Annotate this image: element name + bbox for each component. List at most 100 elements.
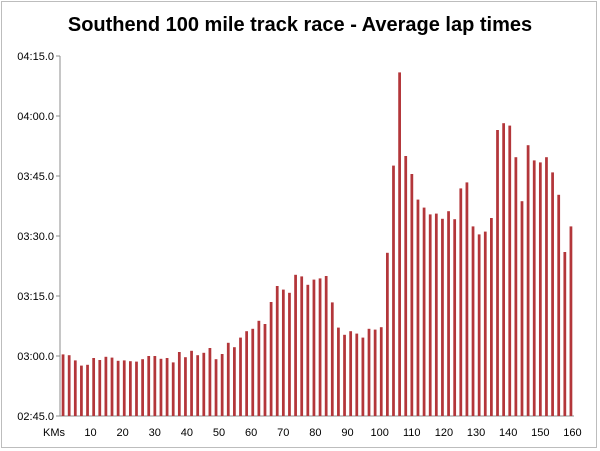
bar <box>367 328 371 416</box>
bar <box>153 356 157 416</box>
bar <box>208 348 212 416</box>
bar <box>281 289 285 416</box>
x-tick-label: 40 <box>181 427 193 439</box>
bar <box>465 182 469 416</box>
x-ticks: KMs 10 20 30 40 50 60 70 80 90 100 110 120 130 140 150 1… <box>43 427 582 439</box>
x-tick-label: 140 <box>499 427 517 439</box>
x-tick-label: 100 <box>370 427 388 439</box>
bar <box>141 359 144 416</box>
bar <box>538 162 542 416</box>
bar <box>471 226 475 416</box>
bar <box>80 365 83 416</box>
bar <box>551 172 554 416</box>
bar <box>147 356 151 416</box>
bar <box>251 328 255 416</box>
bar <box>337 327 340 416</box>
x-tick-label: 110 <box>403 427 421 439</box>
bar <box>190 350 193 416</box>
bar <box>422 207 426 416</box>
y-tick-label: 03:30.0 <box>17 231 54 243</box>
y-tick-label: 03:45.0 <box>17 171 54 183</box>
bar <box>104 356 108 416</box>
bar <box>385 252 389 416</box>
bar <box>398 72 401 417</box>
bar <box>416 199 420 416</box>
bar <box>86 364 89 416</box>
bar <box>459 188 463 416</box>
bar <box>116 360 120 416</box>
bar <box>557 194 561 416</box>
bar <box>508 125 512 416</box>
bar <box>122 360 126 416</box>
y-tick-label: 03:00.0 <box>17 351 54 363</box>
x-tick-label: 10 <box>84 427 96 439</box>
y-tick-label: 03:15.0 <box>17 291 54 303</box>
bar <box>490 218 493 416</box>
y-tick-label: 04:15.0 <box>17 51 54 63</box>
bar <box>563 252 567 416</box>
x-tick-label: KMs <box>43 427 66 439</box>
bar <box>373 329 377 416</box>
bar <box>98 360 102 416</box>
bar <box>202 352 206 416</box>
bar <box>110 357 114 416</box>
y-tick-label: 04:00.0 <box>17 111 54 123</box>
bar <box>171 362 175 416</box>
bar <box>483 231 487 416</box>
bar <box>569 226 573 416</box>
bar <box>159 358 163 416</box>
y-ticks: 02:45.0 03:00.0 03:15.0 03:30.0 03:45.0 04:00… <box>17 51 60 423</box>
x-tick-label: 160 <box>563 427 581 439</box>
bar <box>128 361 132 416</box>
chart-title: Southend 100 mile track race - Average l… <box>67 14 533 36</box>
bar <box>184 357 187 416</box>
x-tick-label: 80 <box>309 427 321 439</box>
bar <box>196 355 200 416</box>
bar <box>306 284 310 416</box>
y-tick-label: 02:45.0 <box>17 411 54 423</box>
bar <box>177 352 181 416</box>
bar <box>245 331 249 416</box>
bar <box>288 292 291 416</box>
x-tick-label: 20 <box>117 427 129 439</box>
bar <box>330 302 334 416</box>
bar <box>220 354 224 416</box>
bar <box>428 214 432 416</box>
bars-group <box>61 72 573 417</box>
bar <box>92 358 96 416</box>
bar <box>392 165 395 416</box>
bar <box>514 157 518 416</box>
x-tick-label: 60 <box>245 427 257 439</box>
bar <box>447 211 450 416</box>
bar <box>343 334 346 416</box>
bar <box>165 358 169 416</box>
bar <box>502 123 506 416</box>
bar <box>239 337 242 416</box>
x-tick-label: 120 <box>435 427 453 439</box>
bar <box>324 276 328 416</box>
bar <box>312 279 316 416</box>
bar <box>545 157 548 416</box>
bar <box>294 274 297 416</box>
bar <box>410 174 414 416</box>
x-tick-label: 50 <box>213 427 225 439</box>
bar <box>300 276 304 416</box>
bar <box>496 130 499 416</box>
bar <box>453 219 457 416</box>
x-tick-label: 70 <box>277 427 289 439</box>
bar <box>226 342 230 416</box>
bar <box>73 360 77 416</box>
x-tick-label: 90 <box>341 427 353 439</box>
bar <box>269 302 273 416</box>
bar <box>477 234 481 416</box>
bar <box>434 213 438 416</box>
bar <box>526 145 530 416</box>
bar <box>135 361 138 416</box>
bar <box>257 320 261 416</box>
bar <box>349 331 353 416</box>
bar <box>361 337 365 416</box>
bar <box>441 218 444 416</box>
bar <box>355 333 359 416</box>
bar <box>520 201 524 416</box>
